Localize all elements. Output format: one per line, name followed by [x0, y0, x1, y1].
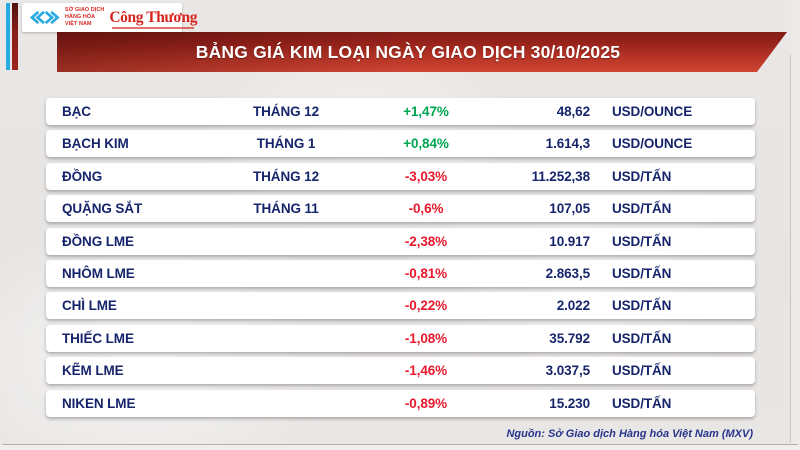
price-value: 48,62	[556, 104, 590, 119]
page-title: BẢNG GIÁ KIM LOẠI NGÀY GIAO DỊCH 30/10/2…	[195, 41, 621, 62]
table-row: ĐỒNG THÁNG 12 -3,03% 11.252,38 USD/TẤN	[46, 162, 755, 190]
table-row: NIKEN LME -0,89% 15.230 USD/TẤN	[46, 389, 755, 417]
change-percent: +1,47%	[403, 104, 449, 119]
commodity-name: ĐỒNG LME	[62, 233, 134, 249]
price-value: 2.863,5	[545, 265, 590, 281]
price-value: 107,05	[549, 201, 590, 217]
title-banner: BẢNG GIÁ KIM LOẠI NGÀY GIAO DỊCH 30/10/2…	[57, 32, 787, 72]
price-unit: USD/TẤN	[612, 233, 672, 249]
change-percent: +0,84%	[403, 136, 449, 152]
commodity-name: CHÌ LME	[62, 298, 117, 314]
mxv-name: SỞ GIAO DỊCH HÀNG HÓA VIỆT NAM	[65, 7, 104, 27]
commodity-name: ĐỒNG	[62, 168, 103, 184]
price-unit: USD/TẤN	[612, 298, 672, 314]
table-row: CHÌ LME -0,22% 2.022 USD/TẤN	[46, 292, 755, 320]
mxv-name-line: HÀNG HÓA	[65, 14, 96, 21]
change-percent: -0,22%	[404, 298, 448, 314]
price-unit: USD/OUNCE	[612, 104, 693, 119]
price-value: 10.917	[549, 233, 590, 249]
commodity-name: QUẶNG SẮT	[62, 201, 143, 217]
cong-thuong-logo: Công Thương	[109, 8, 198, 29]
change-percent: -0,6%	[408, 201, 444, 217]
commodity-name: NIKEN LME	[62, 395, 136, 411]
change-percent: -1,08%	[404, 330, 448, 346]
table-row: QUẶNG SẮT THÁNG 11 -0,6% 107,05 USD/TẤN	[46, 195, 755, 223]
commodity-name: THIẾC LME	[62, 330, 134, 346]
contract-month: THÁNG 1	[256, 136, 316, 152]
table-row: NHÔM LME -0,81% 2.863,5 USD/TẤN	[46, 259, 755, 287]
table-row: BẠC THÁNG 12 +1,47% 48,62 USD/OUNCE	[46, 98, 755, 125]
price-value: 11.252,38	[531, 168, 591, 184]
price-value: 2.022	[556, 298, 590, 314]
contract-month: THÁNG 12	[253, 104, 319, 119]
price-value: 3.037,5	[545, 363, 590, 379]
price-value: 35.792	[549, 330, 590, 346]
table-row: ĐỒNG LME -2,38% 10.917 USD/TẤN	[46, 227, 755, 255]
change-percent: -1,46%	[404, 363, 448, 379]
price-unit: USD/TẤN	[612, 363, 672, 379]
right-edge-line	[790, 55, 791, 443]
right-edge-fill	[791, 0, 800, 450]
price-unit: USD/TẤN	[612, 201, 672, 217]
table-row: THIẾC LME -1,08% 35.792 USD/TẤN	[46, 324, 755, 352]
change-percent: -0,89%	[404, 395, 448, 411]
commodity-name: BẠC	[62, 104, 91, 119]
table-row: KẼM LME -1,46% 3.037,5 USD/TẤN	[46, 357, 755, 385]
bottom-edge-fill	[0, 445, 800, 450]
commodity-name: KẼM LME	[62, 363, 124, 379]
price-unit: USD/TẤN	[612, 168, 672, 184]
price-unit: USD/TẤN	[612, 265, 672, 281]
contract-month: THÁNG 12	[253, 168, 319, 184]
left-stripe-cyan	[6, 3, 10, 70]
price-unit: USD/TẤN	[612, 395, 672, 411]
mxv-name-line: VIỆT NAM	[65, 20, 92, 27]
change-percent: -0,81%	[404, 265, 448, 281]
mxv-chevrons-icon	[29, 10, 60, 25]
source-credit: Nguồn: Sở Giao dịch Hàng hóa Việt Nam (M…	[506, 428, 753, 440]
contract-month: THÁNG 11	[253, 201, 319, 217]
table-row: BẠCH KIM THÁNG 1 +0,84% 1.614,3 USD/OUNC…	[46, 130, 755, 158]
price-unit: USD/TẤN	[612, 330, 672, 346]
price-unit: USD/OUNCE	[612, 136, 693, 152]
change-percent: -3,03%	[404, 168, 448, 184]
price-value: 1.614,3	[545, 136, 590, 152]
commodity-name: NHÔM LME	[62, 265, 135, 281]
left-stripe-maroon	[12, 3, 18, 70]
commodity-name: BẠCH KIM	[62, 136, 129, 152]
mxv-name-line: SỞ GIAO DỊCH	[65, 7, 105, 14]
bottom-edge-line	[2, 444, 798, 445]
price-value: 15.230	[549, 395, 590, 411]
change-percent: -2,38%	[404, 233, 448, 249]
logo-box: SỞ GIAO DỊCH HÀNG HÓA VIỆT NAM Công Thươ…	[22, 3, 197, 32]
price-table: BẠC THÁNG 12 +1,47% 48,62 USD/OUNCE BẠCH…	[46, 98, 755, 422]
